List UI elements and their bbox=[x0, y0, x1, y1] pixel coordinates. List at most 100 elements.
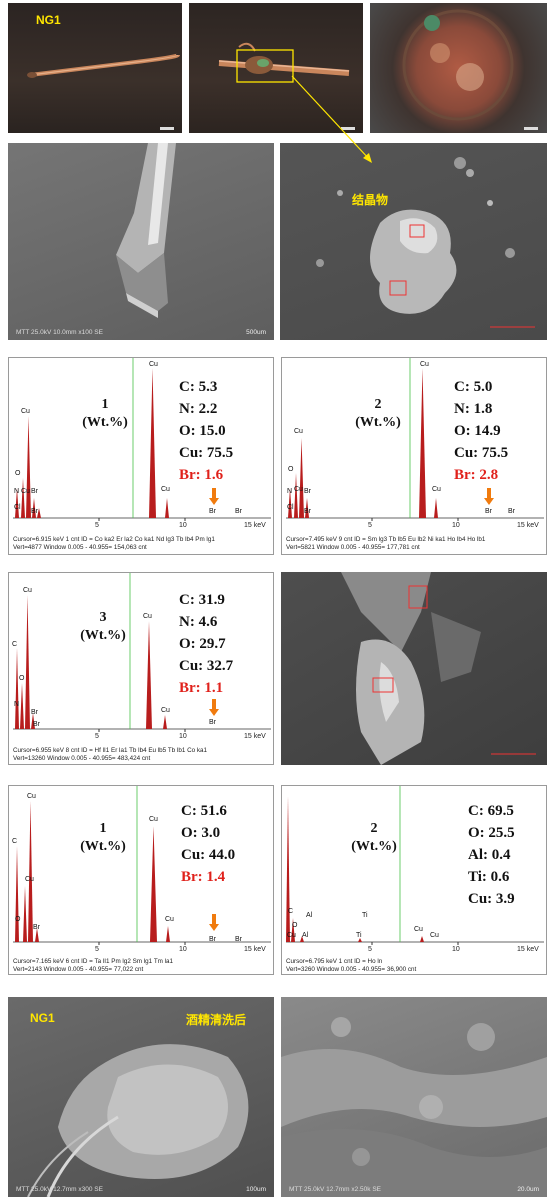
axis-tick: 5 bbox=[95, 946, 99, 953]
peak-label: Br bbox=[209, 508, 216, 515]
peak-label: Al bbox=[306, 912, 313, 919]
spectrum-plot bbox=[13, 573, 271, 732]
peak-label: O bbox=[19, 675, 25, 682]
axis-tick: 15 keV bbox=[244, 522, 266, 529]
cleaned-label: 酒精清洗后 bbox=[186, 1013, 247, 1027]
peak-label: Al bbox=[302, 932, 309, 939]
peak-label: O bbox=[15, 470, 21, 477]
spectrum-footer: Cursor=6.955 keV 8 cnt ID = Hf lI1 Er la… bbox=[13, 747, 208, 754]
sample-title: 1 (Wt.%) bbox=[82, 397, 128, 430]
peak-label: Cu bbox=[165, 916, 174, 923]
sem-scale: 100um bbox=[246, 1186, 266, 1193]
peak-label: Cu bbox=[21, 488, 30, 495]
peak-label: Br bbox=[33, 721, 40, 728]
selection-box bbox=[236, 49, 294, 83]
peak-label: Ti bbox=[356, 932, 362, 939]
peak-label: Cu bbox=[161, 707, 170, 714]
sample-title: 2 (Wt.%) bbox=[355, 397, 401, 430]
axis-tick: 15 keV bbox=[517, 946, 539, 953]
peak-label: Br bbox=[33, 924, 40, 931]
peak-label: Cu bbox=[25, 876, 34, 883]
peak-label: C bbox=[12, 838, 18, 845]
eds-spectrum-4: Cu C Cu O Cu Br Br Br Cu 1 (Wt.%) C: 51.6… bbox=[8, 785, 274, 975]
peak-label: O bbox=[288, 466, 294, 473]
axis-tick: 15 keV bbox=[244, 733, 266, 740]
spectrum-footer: Vert=5821 Window 0.005 - 40.955= 177,781… bbox=[286, 544, 420, 551]
composition-list: C: 69.5 O: 25.5 Al: 0.4 Ti: 0.6 Cu: 3.9 bbox=[468, 803, 515, 907]
peak-label: Cu bbox=[420, 361, 429, 368]
axis-tick: 10 bbox=[452, 946, 460, 953]
composition-list: C: 5.3 N: 2.2 O: 15.0 Cu: 75.5 Br: 1.6 bbox=[179, 379, 234, 483]
peak-label: Br bbox=[31, 709, 38, 716]
axis-tick: 5 bbox=[368, 946, 372, 953]
peak-label: Cu bbox=[23, 587, 32, 594]
spectrum-footer: Vert=13260 Window 0.005 - 40.955= 483,42… bbox=[13, 755, 151, 762]
sem-scale: 500um bbox=[246, 329, 266, 336]
eds-spectrum-3: Cu C O N Cu Br Br Cu Br 3 (Wt.%) C: 31.9 … bbox=[8, 572, 274, 765]
peak-label: O bbox=[15, 916, 21, 923]
peak-label: O bbox=[292, 922, 298, 929]
spectrum-footer: Cursor=7.165 keV 6 cnt ID = Ta lI1 Pm lg… bbox=[13, 958, 174, 965]
peak-label: Cu bbox=[287, 932, 296, 939]
spectrum-plot bbox=[286, 786, 544, 945]
spectrum-footer: Cursor=6.795 keV 1 cnt ID = Ho ln bbox=[286, 958, 383, 965]
wire-drawing bbox=[27, 53, 180, 130]
spectrum-footer: Cursor=6.915 keV 1 cnt ID = Co ka2 Er la… bbox=[13, 536, 215, 543]
peak-label: Cu bbox=[430, 932, 439, 939]
peak-label: Cu bbox=[149, 816, 158, 823]
peak-label: Br bbox=[304, 488, 311, 495]
peak-label: Br bbox=[209, 719, 216, 726]
axis-tick: 15 keV bbox=[244, 946, 266, 953]
sem-scale: 20.0um bbox=[517, 1186, 539, 1193]
photo-label-ng1: NG1 bbox=[30, 1011, 55, 1025]
sample-title: 2 (Wt.%) bbox=[351, 821, 397, 854]
optical-photo-2 bbox=[189, 3, 363, 133]
sample-title: 3 (Wt.%) bbox=[80, 610, 126, 643]
sem-image-2: 结晶物 bbox=[280, 143, 547, 340]
composition-list: C: 5.0 N: 1.8 O: 14.9 Cu: 75.5 Br: 2.8 bbox=[454, 379, 509, 483]
sem-image-3 bbox=[281, 572, 547, 765]
connector-arrow bbox=[291, 75, 372, 163]
spectrum-plot bbox=[13, 786, 271, 945]
eds-spectrum-2: Cu Cu O N Cu Br Cl Br Br Br Cu 2 (Wt.%) C… bbox=[281, 357, 547, 555]
peak-label: Cu bbox=[27, 793, 36, 800]
peak-label: Cl bbox=[14, 504, 21, 511]
peak-label: Cu bbox=[294, 428, 303, 435]
eds-spectrum-1: Cu Cu O N Cu Br Cl Br Br Br Cu 1 (Wt.%) C… bbox=[8, 357, 274, 555]
sem-caption: MTT 25.0kV 10.0mm x100 SE bbox=[16, 329, 103, 336]
eds-spectrum-5: C O Al Ti Cu Al Ti Cu Cu 2 (Wt.%) C: 69.5… bbox=[281, 785, 547, 975]
peak-label: Br bbox=[235, 936, 242, 943]
surface-sem-drawing bbox=[281, 1017, 547, 1197]
sem-image-5: MTT 25.0kV 12.7mm x2.50k SE 20.0um bbox=[281, 997, 547, 1197]
optical-photo-1: NG1 bbox=[8, 3, 182, 133]
axis-tick: 10 bbox=[179, 946, 187, 953]
spectrum-plot bbox=[286, 358, 544, 521]
spectrum-footer: Vert=4877 Window 0.005 - 40.955= 154,063… bbox=[13, 544, 147, 551]
sem-image-4: NG1 酒精清洗后 MTT 25.0kV 12.7mm x300 SE 100u… bbox=[8, 997, 274, 1197]
peak-label: Br bbox=[209, 936, 216, 943]
axis-tick: 10 bbox=[179, 522, 187, 529]
peak-label: Cu bbox=[21, 408, 30, 415]
axis-tick: 10 bbox=[452, 522, 460, 529]
crystal-label: 结晶物 bbox=[352, 193, 389, 207]
peak-label: Cu bbox=[294, 486, 303, 493]
optical-photo-3 bbox=[370, 3, 547, 133]
peak-label: C bbox=[12, 641, 18, 648]
peak-label: Cu bbox=[149, 361, 158, 368]
droplet-drawing bbox=[402, 9, 538, 130]
peak-label: Cl bbox=[287, 504, 294, 511]
composition-list: C: 51.6 O: 3.0 Cu: 44.0 Br: 1.4 bbox=[181, 803, 236, 885]
axis-tick: 10 bbox=[179, 733, 187, 740]
peak-label: Cu bbox=[161, 486, 170, 493]
axis-tick: 5 bbox=[368, 522, 372, 529]
peak-label: Br bbox=[485, 508, 492, 515]
sem-caption: MTT 25.0kV 12.7mm x2.50k SE bbox=[289, 1186, 381, 1193]
peak-label: N bbox=[14, 488, 20, 495]
photo-label-ng1: NG1 bbox=[36, 13, 61, 27]
peak-label: Br bbox=[508, 508, 515, 515]
axis-tick: 15 keV bbox=[517, 522, 539, 529]
cleaned-tip-sem-drawing bbox=[27, 1044, 249, 1197]
crystal-sem-drawing bbox=[316, 157, 535, 328]
peak-label: N bbox=[14, 701, 20, 708]
br-arrow-icon bbox=[209, 914, 219, 931]
